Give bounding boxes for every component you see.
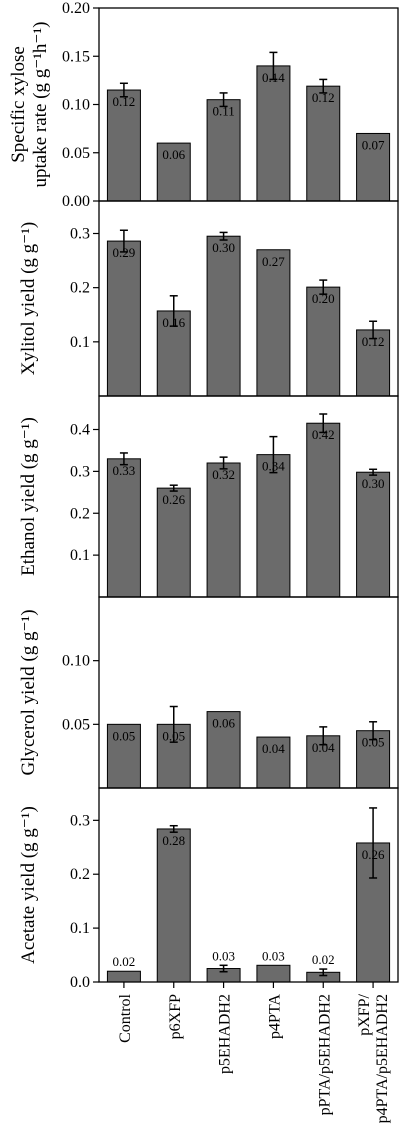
bar: [106, 723, 141, 789]
data-label: 0.26: [162, 492, 185, 507]
y-tick-label: 0.3: [70, 226, 90, 243]
panel-4: 0.05 0.10 0.05 0.05 0.06 0.04 0.04 0.05 Glycerol…: [18, 609, 391, 789]
bar: [206, 711, 241, 789]
data-label: 0.02: [113, 954, 136, 969]
y-tick-label: 0.15: [62, 48, 90, 65]
data-label: 0.02: [312, 952, 335, 967]
x-category-label: p4PTA: [266, 994, 283, 1039]
y-tick-label: 0.4: [70, 422, 90, 439]
y-tick-label: 0.05: [62, 716, 90, 733]
data-label: 0.27: [262, 254, 285, 269]
y-tick-label: 0.10: [62, 653, 90, 670]
data-label: 0.32: [212, 467, 235, 482]
y-tick-label: 0.0: [70, 974, 90, 991]
bar: [306, 422, 341, 598]
x-category-label: p5EHADH2: [217, 994, 234, 1074]
bar: [206, 235, 241, 397]
data-label: 0.06: [212, 716, 235, 731]
y-tick-label: 0.05: [62, 145, 90, 162]
data-label: 0.33: [113, 463, 136, 478]
data-label: 0.12: [312, 90, 335, 105]
data-label: 0.03: [262, 948, 285, 963]
y-tick-label: 0.2: [70, 866, 90, 883]
y-tick-label: 0.2: [70, 505, 90, 522]
panel-frame: [98, 7, 399, 202]
data-label: 0.30: [212, 240, 235, 255]
bar: [106, 89, 141, 202]
bar: [106, 458, 141, 598]
bar: [306, 85, 341, 202]
y-tick-label: 0.1: [70, 920, 90, 937]
x-category-label: pPTA/p5EHADH2: [316, 994, 333, 1115]
bar: [106, 240, 141, 397]
y-tick-label: 0.20: [62, 0, 90, 17]
panel-frame: [98, 787, 399, 983]
bar: [356, 329, 391, 397]
data-label: 0.04: [262, 741, 285, 756]
y-tick-label: 0.10: [62, 97, 90, 114]
bar: [256, 964, 291, 983]
data-label: 0.14: [262, 70, 285, 85]
data-label: 0.26: [362, 847, 385, 862]
data-label: 0.12: [362, 334, 385, 349]
y-axis-label: Ethanol yield (g g⁻¹): [18, 417, 39, 576]
data-label: 0.34: [262, 459, 285, 474]
data-label: 0.03: [212, 948, 235, 963]
data-label: 0.07: [362, 137, 385, 152]
y-axis-label: Glycerol yield (g g⁻¹): [18, 609, 39, 775]
bar: [206, 462, 241, 598]
data-label: 0.05: [113, 728, 136, 743]
y-tick-label: 0.3: [70, 463, 90, 480]
y-tick-label: 0.3: [70, 812, 90, 829]
bar: [356, 132, 391, 202]
data-label: 0.05: [162, 728, 185, 743]
x-category-label: Control: [117, 993, 134, 1042]
y-axis-label: Specific xyloseuptake rate (g g⁻¹h⁻¹): [8, 22, 51, 188]
panel-3: 0.1 0.2 0.3 0.4 0.33 0.26 0.32 0.34 0.42 0.30 Etha…: [18, 413, 391, 598]
panel-5: 0.0 0.1 0.2 0.3 0.02 0.28 0.03 0.03 0.02 0.26 Acet…: [18, 806, 391, 991]
bar: [256, 454, 291, 598]
data-label: 0.16: [162, 315, 185, 330]
bar: [356, 471, 391, 598]
data-label: 0.29: [113, 245, 136, 260]
panel-2: 0.1 0.2 0.3 0.29 0.16 0.30 0.27 0.20 0.12 Xylitol…: [18, 222, 391, 397]
data-label: 0.28: [162, 833, 185, 848]
data-label: 0.30: [362, 476, 385, 491]
data-label: 0.12: [113, 94, 136, 109]
y-axis-label: Acetate yield (g g⁻¹): [18, 806, 39, 964]
panel-frame: [98, 200, 399, 397]
x-category-label: pXFP/p4PTA/p5EHADH2: [356, 993, 391, 1123]
bar: [206, 99, 241, 202]
bar: [256, 65, 291, 202]
bar: [256, 249, 291, 397]
y-tick-label: 0.1: [70, 547, 90, 564]
y-tick-label: 0.2: [70, 280, 90, 297]
panel-frame: [98, 596, 399, 789]
data-label: 0.06: [162, 147, 185, 162]
bar: [156, 487, 191, 598]
bar: [156, 828, 191, 983]
bar: [106, 970, 141, 983]
data-label: 0.04: [312, 740, 335, 755]
y-axis-label: Xylitol yield (g g⁻¹): [18, 222, 39, 375]
y-tick-label: 0.00: [62, 193, 90, 210]
data-label: 0.20: [312, 291, 335, 306]
bar: [306, 286, 341, 397]
data-label: 0.05: [362, 735, 385, 750]
y-tick-label: 0.1: [70, 334, 90, 351]
panel-1: 0.00 0.05 0.10 0.15 0.20 0.12 0.06 0.11 0.14 0.12…: [8, 0, 391, 210]
panel-frame: [98, 395, 399, 598]
x-category-label: p6XFP: [167, 994, 184, 1039]
data-label: 0.42: [312, 427, 335, 442]
data-label: 0.11: [212, 104, 234, 119]
